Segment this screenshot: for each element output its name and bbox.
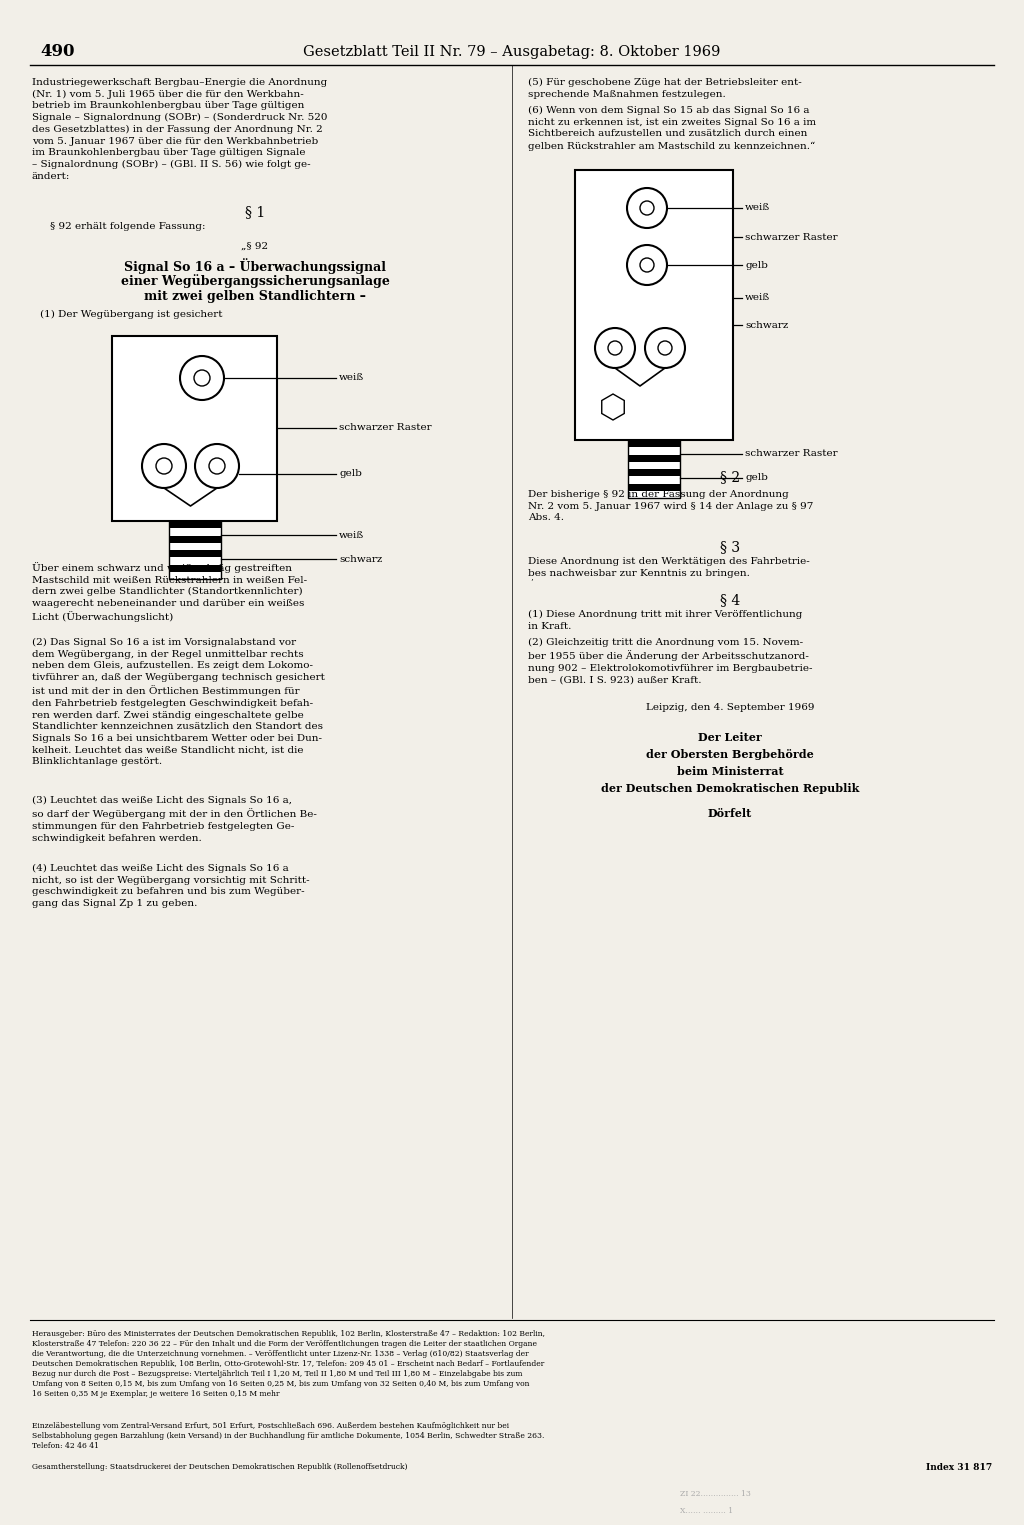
Text: schwarz: schwarz bbox=[745, 320, 788, 329]
Text: beim Ministerrat: beim Ministerrat bbox=[677, 766, 783, 778]
Bar bbox=[628, 447, 680, 454]
Bar bbox=[169, 522, 220, 580]
Circle shape bbox=[640, 258, 654, 271]
Text: Einzeläbestellung vom Zentral-Versand Erfurt, 501 Erfurt, Postschließach 696. Au: Einzeläbestellung vom Zentral-Versand Er… bbox=[32, 1421, 545, 1450]
Text: der Deutschen Demokratischen Republik: der Deutschen Demokratischen Republik bbox=[601, 782, 859, 795]
Bar bbox=[169, 522, 220, 528]
Text: schwarzer Raster: schwarzer Raster bbox=[339, 424, 432, 433]
Text: der Obersten Bergbehörde: der Obersten Bergbehörde bbox=[646, 749, 814, 759]
Text: Der Leiter: Der Leiter bbox=[698, 732, 762, 743]
Text: ZI 22…………… 13: ZI 22…………… 13 bbox=[680, 1490, 751, 1498]
Bar bbox=[628, 441, 680, 499]
Text: (2) Das Signal So 16 a ist im Vorsignalabstand vor
dem Wegübergang, in der Regel: (2) Das Signal So 16 a ist im Vorsignala… bbox=[32, 637, 325, 767]
Bar bbox=[628, 441, 680, 447]
Text: § 92 erhält folgende Fassung:: § 92 erhält folgende Fassung: bbox=[50, 223, 206, 230]
Text: X…… ……… 1: X…… ……… 1 bbox=[680, 1507, 733, 1514]
Text: einer Wegübergangssicherungsanlage: einer Wegübergangssicherungsanlage bbox=[121, 274, 389, 288]
Text: Über einem schwarz und weiß schräg gestreiften
Mastschild mit weißen Rückstrahle: Über einem schwarz und weiß schräg gestr… bbox=[32, 563, 307, 622]
Circle shape bbox=[640, 201, 654, 215]
Text: „§ 92: „§ 92 bbox=[242, 242, 268, 252]
Text: § 2: § 2 bbox=[720, 470, 740, 483]
Text: Signal So 16 a – Überwachungssignal: Signal So 16 a – Überwachungssignal bbox=[124, 258, 386, 274]
Text: weiß: weiß bbox=[745, 293, 770, 302]
Text: (6) Wenn von dem Signal So 15 ab das Signal So 16 a
nicht zu erkennen ist, ist e: (6) Wenn von dem Signal So 15 ab das Sig… bbox=[528, 107, 816, 151]
Bar bbox=[628, 470, 680, 476]
Bar bbox=[628, 476, 680, 483]
Bar bbox=[169, 535, 220, 543]
Text: schwarz: schwarz bbox=[339, 555, 382, 564]
Bar bbox=[169, 557, 220, 564]
Text: gelb: gelb bbox=[745, 473, 768, 482]
Bar bbox=[169, 551, 220, 557]
Text: (5) Für geschobene Züge hat der Betriebsleiter ent-
sprechende Maßnahmen festzul: (5) Für geschobene Züge hat der Betriebs… bbox=[528, 78, 802, 99]
Circle shape bbox=[156, 458, 172, 474]
Text: Industriegewerkschaft Bergbau–Energie die Anordnung
(Nr. 1) vom 5. Juli 1965 übe: Industriegewerkschaft Bergbau–Energie di… bbox=[32, 78, 328, 181]
Text: (4) Leuchtet das weiße Licht des Signals So 16 a
nicht, so ist der Wegübergang v: (4) Leuchtet das weiße Licht des Signals… bbox=[32, 865, 309, 907]
Text: gelb: gelb bbox=[745, 261, 768, 270]
Circle shape bbox=[658, 342, 672, 355]
Text: mit zwei gelben Standlichtern –: mit zwei gelben Standlichtern – bbox=[144, 290, 366, 303]
Bar bbox=[169, 528, 220, 535]
Circle shape bbox=[195, 444, 239, 488]
Text: weiß: weiß bbox=[339, 531, 365, 540]
Circle shape bbox=[627, 188, 667, 229]
Text: Dörfelt: Dörfelt bbox=[708, 808, 752, 819]
Bar bbox=[628, 454, 680, 462]
Bar bbox=[169, 572, 220, 580]
Bar bbox=[628, 483, 680, 491]
Text: weiß: weiß bbox=[745, 203, 770, 212]
Text: Index 31 817: Index 31 817 bbox=[926, 1462, 992, 1472]
Text: ’: ’ bbox=[530, 576, 532, 586]
Bar bbox=[169, 564, 220, 572]
Circle shape bbox=[627, 246, 667, 285]
Text: (1) Der Wegübergang ist gesichert: (1) Der Wegübergang ist gesichert bbox=[40, 310, 222, 319]
Circle shape bbox=[194, 371, 210, 386]
Bar bbox=[628, 462, 680, 470]
Text: Gesamtherstellung: Staatsdruckerei der Deutschen Demokratischen Republik (Rollen: Gesamtherstellung: Staatsdruckerei der D… bbox=[32, 1462, 408, 1472]
Bar bbox=[628, 491, 680, 499]
Text: § 1: § 1 bbox=[245, 204, 265, 220]
Text: schwarzer Raster: schwarzer Raster bbox=[745, 232, 838, 241]
Text: § 3: § 3 bbox=[720, 540, 740, 554]
Polygon shape bbox=[602, 393, 625, 419]
Circle shape bbox=[645, 328, 685, 368]
Text: Leipzig, den 4. September 1969: Leipzig, den 4. September 1969 bbox=[646, 703, 814, 712]
Bar bbox=[575, 169, 733, 441]
Bar bbox=[169, 543, 220, 551]
Text: weiß: weiß bbox=[339, 374, 365, 383]
Bar bbox=[112, 336, 278, 522]
Circle shape bbox=[142, 444, 186, 488]
Text: Herausgeber: Büro des Ministerrates der Deutschen Demokratischen Republik, 102 B: Herausgeber: Büro des Ministerrates der … bbox=[32, 1330, 545, 1397]
Text: Der bisherige § 92 in der Fassung der Anordnung
Nr. 2 vom 5. Januar 1967 wird § : Der bisherige § 92 in der Fassung der An… bbox=[528, 490, 813, 523]
Circle shape bbox=[608, 342, 622, 355]
Text: Gesetzblatt Teil II Nr. 79 – Ausgabetag: 8. Oktober 1969: Gesetzblatt Teil II Nr. 79 – Ausgabetag:… bbox=[303, 46, 721, 59]
Circle shape bbox=[180, 355, 224, 400]
Text: schwarzer Raster: schwarzer Raster bbox=[745, 450, 838, 459]
Circle shape bbox=[209, 458, 225, 474]
Text: (3) Leuchtet das weiße Licht des Signals So 16 a,
so darf der Wegübergang mit de: (3) Leuchtet das weiße Licht des Signals… bbox=[32, 796, 316, 843]
Text: (1) Diese Anordnung tritt mit ihrer Veröffentlichung
in Kraft.: (1) Diese Anordnung tritt mit ihrer Verö… bbox=[528, 610, 803, 631]
Text: § 4: § 4 bbox=[720, 593, 740, 607]
Text: 490: 490 bbox=[40, 44, 75, 61]
Text: (2) Gleichzeitig tritt die Anordnung vom 15. Novem-
ber 1955 über die Änderung d: (2) Gleichzeitig tritt die Anordnung vom… bbox=[528, 637, 812, 685]
Text: Diese Anordnung ist den Werktätigen des Fahrbetrie-
bes nachweisbar zur Kenntnis: Diese Anordnung ist den Werktätigen des … bbox=[528, 557, 810, 578]
Circle shape bbox=[595, 328, 635, 368]
Text: gelb: gelb bbox=[339, 470, 361, 479]
